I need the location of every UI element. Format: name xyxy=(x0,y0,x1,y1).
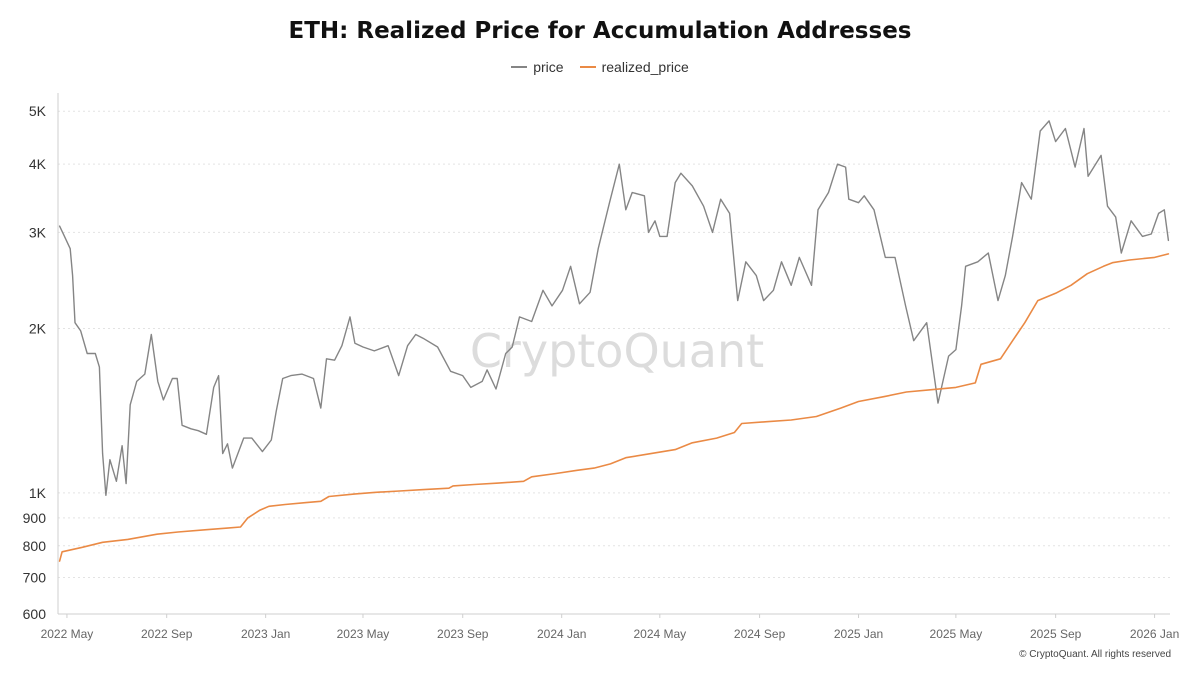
x-tick-label: 2024 May xyxy=(633,627,686,641)
legend-item-realized-price[interactable]: realized_price xyxy=(579,59,689,75)
legend-item-price[interactable]: price xyxy=(511,59,564,75)
x-tick-label: 2022 May xyxy=(41,627,94,641)
y-tick-label: 600 xyxy=(23,606,47,622)
series-line-price xyxy=(58,120,1170,496)
chart-title: ETH: Realized Price for Accumulation Add… xyxy=(288,18,912,44)
series-line-realized-price xyxy=(58,253,1170,562)
x-tick-label: 2023 Jan xyxy=(241,627,290,641)
x-tick-label: 2024 Jan xyxy=(537,627,586,641)
legend-swatch-realized-price xyxy=(579,66,596,68)
x-tick-label: 2023 Sep xyxy=(437,627,489,641)
y-tick-label: 1K xyxy=(29,485,47,501)
x-tick-label: 2025 May xyxy=(930,627,983,641)
y-tick-label: 900 xyxy=(23,510,47,526)
legend-swatch-price xyxy=(511,66,528,68)
x-tick-label: 2025 Jan xyxy=(834,627,883,641)
y-tick-label: 5K xyxy=(29,103,47,119)
y-tick-label: 4K xyxy=(29,156,47,172)
y-tick-label: 800 xyxy=(23,538,47,554)
y-tick-label: 2K xyxy=(29,321,47,337)
legend-label-realized-price: realized_price xyxy=(601,59,689,75)
x-tick-label: 2022 Sep xyxy=(141,627,193,641)
y-tick-label: 700 xyxy=(23,569,47,585)
copyright-notice: © CryptoQuant. All rights reserved xyxy=(1019,649,1171,660)
y-tick-label: 3K xyxy=(29,224,47,240)
chart-legend: price realized_price xyxy=(0,59,1200,75)
legend-label-price: price xyxy=(533,59,564,75)
x-tick-label: 2024 Sep xyxy=(734,627,786,641)
x-tick-label: 2025 Sep xyxy=(1030,627,1082,641)
x-tick-label: 2023 May xyxy=(337,627,390,641)
x-tick-label: 2026 Jan xyxy=(1130,627,1179,641)
watermark-logo: CryptoQuant xyxy=(470,324,764,378)
